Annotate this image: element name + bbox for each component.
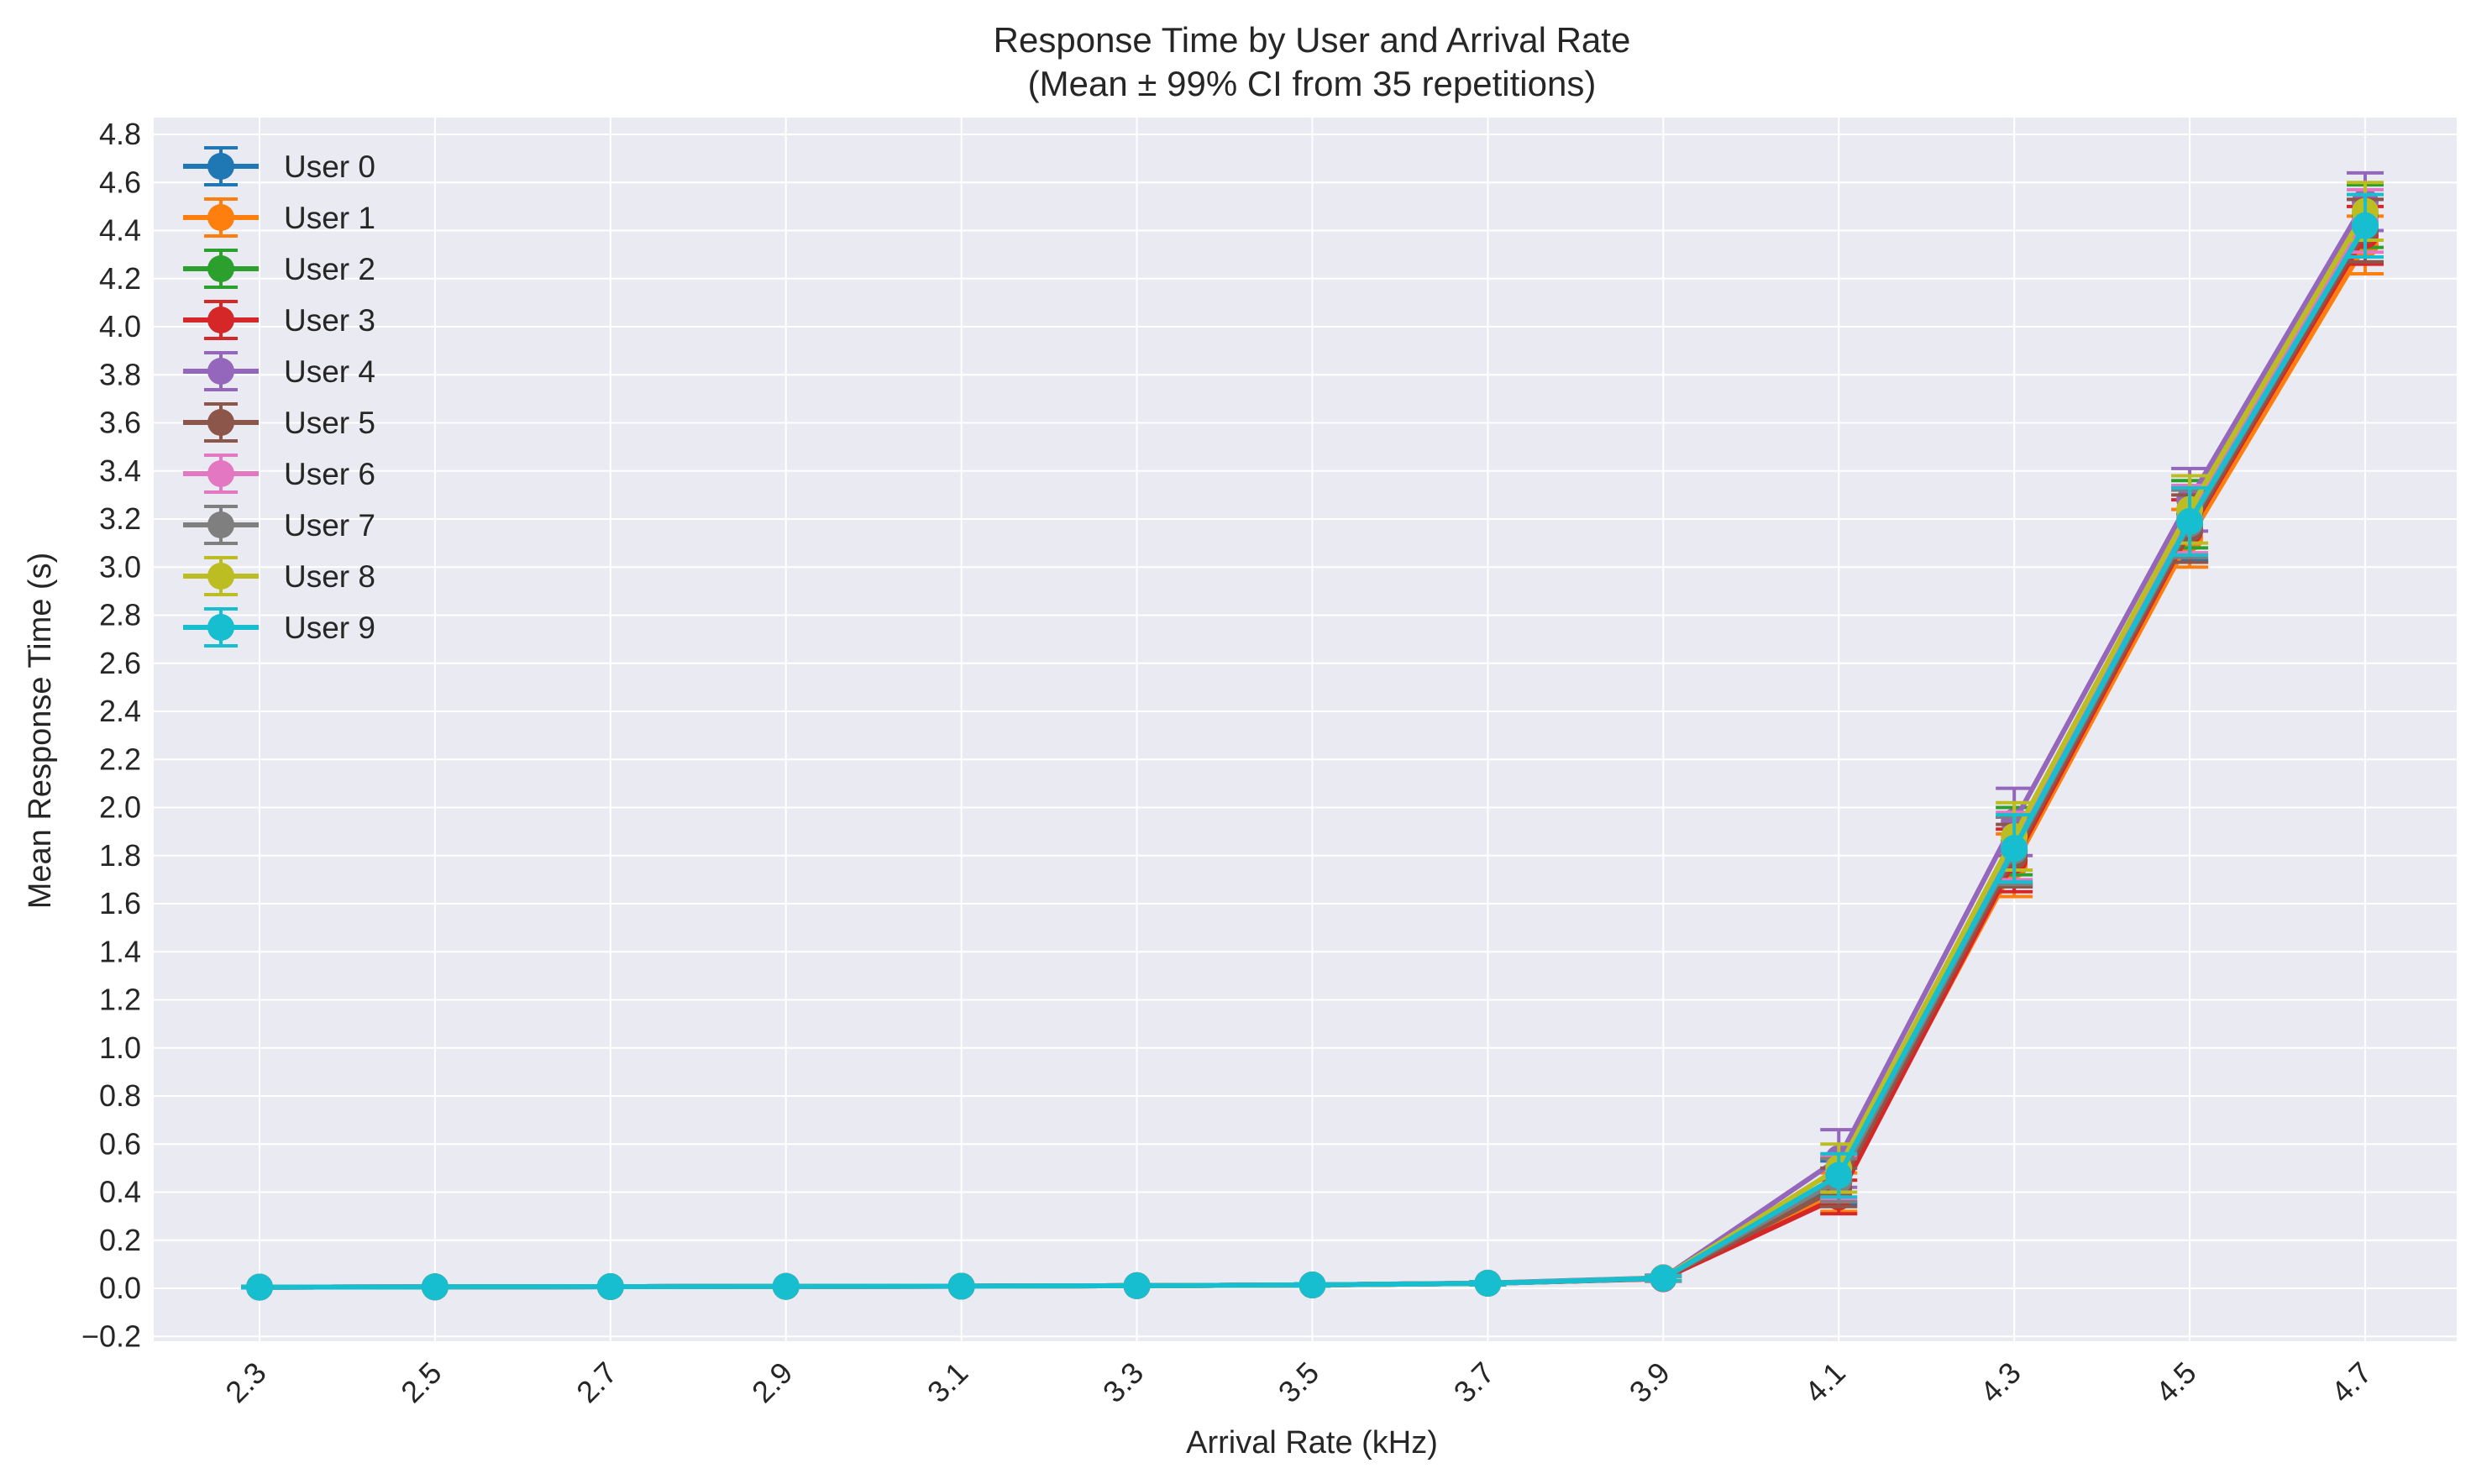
legend-label: User 3	[284, 303, 375, 338]
y-tick-label: 2.2	[99, 742, 141, 776]
data-point	[2001, 835, 2028, 863]
y-tick-label: 2.6	[99, 646, 141, 680]
legend: User 0 User 1 User 2 User 3 User 4 User 5 User…	[183, 146, 375, 648]
legend-item: User 9	[183, 607, 375, 648]
y-tick-label: 0.0	[99, 1271, 141, 1305]
y-axis-label: Mean Response Time (s)	[23, 553, 58, 910]
x-axis-label: Arrival Rate (kHz)	[1186, 1425, 1438, 1460]
legend-item: User 5	[183, 402, 375, 443]
y-tick-label: 3.0	[99, 549, 141, 584]
y-tick-label: −0.2	[81, 1319, 141, 1353]
legend-marker	[207, 460, 234, 487]
chart-subtitle: (Mean ± 99% CI from 35 repetitions)	[1028, 64, 1597, 103]
legend-item: User 2	[183, 249, 375, 289]
legend-item: User 3	[183, 300, 375, 340]
y-tick-label: 3.2	[99, 501, 141, 536]
data-point	[2176, 507, 2204, 535]
data-point	[596, 1273, 624, 1301]
y-tick-label: 4.6	[99, 165, 141, 199]
legend-marker	[207, 255, 234, 282]
y-tick-label: 2.8	[99, 598, 141, 632]
legend-label: User 5	[284, 406, 375, 440]
y-tick-label: 0.4	[99, 1175, 141, 1209]
legend-marker	[207, 614, 234, 641]
legend-label: User 8	[284, 559, 375, 594]
legend-label: User 9	[284, 611, 375, 645]
y-tick-label: 3.4	[99, 454, 141, 488]
y-tick-label: 1.4	[99, 934, 141, 968]
legend-label: User 6	[284, 457, 375, 491]
plot-area	[154, 118, 2457, 1341]
data-point	[1474, 1270, 1502, 1298]
legend-label: User 4	[284, 354, 375, 389]
data-point	[1298, 1272, 1326, 1299]
legend-item: User 6	[183, 454, 375, 494]
y-tick-label: 3.8	[99, 357, 141, 391]
legend-marker	[207, 358, 234, 385]
legend-label: User 0	[284, 149, 375, 184]
legend-label: User 1	[284, 201, 375, 235]
legend-item: User 7	[183, 505, 375, 545]
legend-marker	[207, 204, 234, 231]
data-point	[246, 1273, 273, 1301]
legend-label: User 7	[284, 508, 375, 543]
chart-title: Response Time by User and Arrival Rate	[994, 20, 1631, 60]
legend-marker	[207, 511, 234, 538]
data-point	[1650, 1265, 1677, 1293]
y-tick-label: 4.8	[99, 117, 141, 151]
y-tick-label: 1.8	[99, 838, 141, 873]
legend-item: User 0	[183, 146, 375, 186]
y-tick-label: 3.6	[99, 406, 141, 440]
data-point	[1825, 1162, 1853, 1189]
data-point	[1123, 1272, 1151, 1299]
y-tick-label: 2.0	[99, 790, 141, 825]
y-tick-label: 1.0	[99, 1030, 141, 1065]
data-point	[421, 1273, 449, 1301]
y-tick-label: 0.6	[99, 1126, 141, 1161]
legend-marker	[207, 563, 234, 590]
y-tick-label: 0.2	[99, 1223, 141, 1257]
legend-marker	[207, 409, 234, 436]
legend-marker	[207, 153, 234, 180]
y-tick-label: 4.4	[99, 213, 141, 248]
legend-item: User 4	[183, 351, 375, 391]
data-point	[772, 1272, 800, 1300]
legend-label: User 2	[284, 252, 375, 286]
y-tick-label: 1.2	[99, 983, 141, 1017]
legend-marker	[207, 307, 234, 333]
series-9	[241, 192, 2384, 1301]
legend-item: User 8	[183, 556, 375, 596]
y-tick-label: 4.0	[99, 309, 141, 343]
y-tick-label: 0.8	[99, 1078, 141, 1113]
series-layer	[241, 170, 2384, 1301]
data-point	[947, 1272, 975, 1300]
y-axis-ticks: −0.2 0.0 0.2 0.4 0.6 0.8 1.0 1.2 1.4 1.6 1.8 2.0 2.2…	[81, 117, 141, 1353]
y-tick-label: 1.6	[99, 886, 141, 920]
y-tick-label: 2.4	[99, 694, 141, 728]
y-tick-label: 4.2	[99, 261, 141, 296]
data-point	[2352, 212, 2379, 239]
legend-item: User 1	[183, 197, 375, 238]
